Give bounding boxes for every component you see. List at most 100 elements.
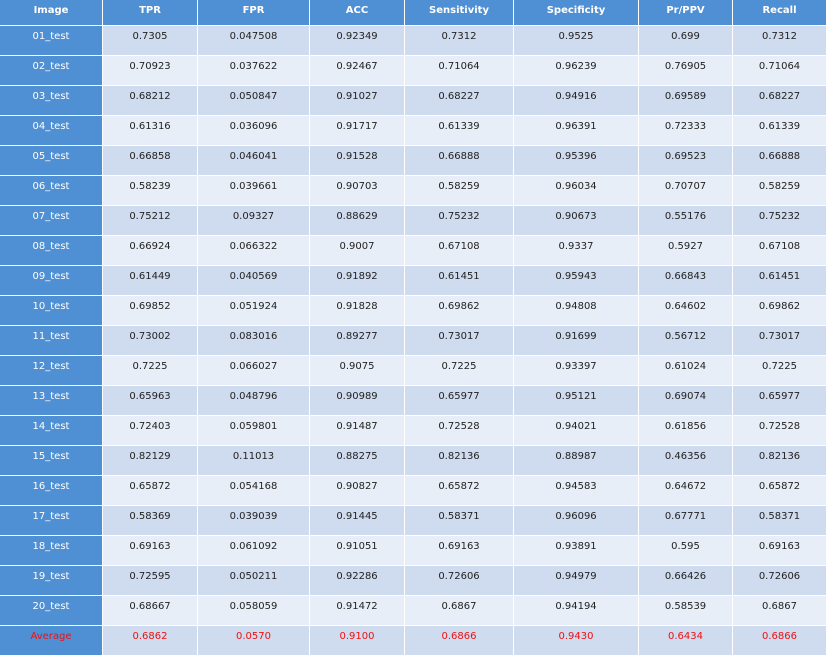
table-cell: 0.68667 [103,596,197,625]
table-cell: 0.94194 [514,596,638,625]
table-cell: 0.66843 [639,266,732,295]
average-cell: 0.0570 [198,626,309,655]
average-cell: 0.6866 [405,626,513,655]
table-cell: 0.69589 [639,86,732,115]
table-cell: 0.91487 [310,416,404,445]
table-cell: 0.67771 [639,506,732,535]
table-cell: 0.039039 [198,506,309,535]
table-cell: 0.058059 [198,596,309,625]
table-cell: 0.61024 [639,356,732,385]
table-cell: 0.90827 [310,476,404,505]
table-cell: 0.90673 [514,206,638,235]
table-cell: 0.066027 [198,356,309,385]
table-cell: 0.6867 [405,596,513,625]
table-cell: 0.69862 [405,296,513,325]
table-cell: 0.96391 [514,116,638,145]
table-cell: 0.93397 [514,356,638,385]
table-cell: 0.7312 [733,26,826,55]
row-label: 20_test [0,596,102,625]
table-cell: 0.73017 [733,326,826,355]
table-cell: 0.58371 [405,506,513,535]
table-cell: 0.64602 [639,296,732,325]
table-cell: 0.70923 [103,56,197,85]
header-cell: Sensitivity [405,0,513,25]
table-cell: 0.58239 [103,176,197,205]
row-label: 08_test [0,236,102,265]
table-cell: 0.91828 [310,296,404,325]
table-cell: 0.051924 [198,296,309,325]
table-cell: 0.58259 [405,176,513,205]
table-cell: 0.91027 [310,86,404,115]
row-label: 01_test [0,26,102,55]
table-cell: 0.7305 [103,26,197,55]
table-cell: 0.89277 [310,326,404,355]
table-cell: 0.61856 [639,416,732,445]
table-cell: 0.68227 [405,86,513,115]
table-cell: 0.94916 [514,86,638,115]
table-cell: 0.037622 [198,56,309,85]
table-cell: 0.68212 [103,86,197,115]
header-cell: Pr/PPV [639,0,732,25]
table-cell: 0.96239 [514,56,638,85]
table-cell: 0.7312 [405,26,513,55]
row-label: 19_test [0,566,102,595]
table-cell: 0.91528 [310,146,404,175]
table-cell: 0.61451 [405,266,513,295]
table-cell: 0.94021 [514,416,638,445]
table-cell: 0.91892 [310,266,404,295]
table-cell: 0.595 [639,536,732,565]
row-label: 09_test [0,266,102,295]
table-cell: 0.69074 [639,386,732,415]
table-cell: 0.66924 [103,236,197,265]
row-label: 04_test [0,116,102,145]
table-cell: 0.82136 [733,446,826,475]
row-label: 14_test [0,416,102,445]
header-cell: Image [0,0,102,25]
table-cell: 0.66888 [733,146,826,175]
average-cell: 0.9430 [514,626,638,655]
table-cell: 0.61339 [405,116,513,145]
table-cell: 0.69862 [733,296,826,325]
table-cell: 0.040569 [198,266,309,295]
table-cell: 0.65977 [733,386,826,415]
row-label: 12_test [0,356,102,385]
table-cell: 0.69852 [103,296,197,325]
table-cell: 0.91699 [514,326,638,355]
table-cell: 0.61451 [733,266,826,295]
table-cell: 0.039661 [198,176,309,205]
table-cell: 0.72403 [103,416,197,445]
table-cell: 0.94979 [514,566,638,595]
table-cell: 0.9525 [514,26,638,55]
table-cell: 0.58259 [733,176,826,205]
table-cell: 0.66426 [639,566,732,595]
average-cell: 0.9100 [310,626,404,655]
table-cell: 0.95943 [514,266,638,295]
table-cell: 0.69163 [103,536,197,565]
table-cell: 0.95396 [514,146,638,175]
table-cell: 0.7225 [405,356,513,385]
table-cell: 0.9007 [310,236,404,265]
table-cell: 0.93891 [514,536,638,565]
table-cell: 0.46356 [639,446,732,475]
table-cell: 0.64672 [639,476,732,505]
table-cell: 0.71064 [405,56,513,85]
header-cell: ACC [310,0,404,25]
row-label: 10_test [0,296,102,325]
table-cell: 0.048796 [198,386,309,415]
table-cell: 0.75212 [103,206,197,235]
table-cell: 0.91472 [310,596,404,625]
table-cell: 0.92286 [310,566,404,595]
row-label: 03_test [0,86,102,115]
table-cell: 0.67108 [733,236,826,265]
table-cell: 0.91445 [310,506,404,535]
table-cell: 0.56712 [639,326,732,355]
row-label: 15_test [0,446,102,475]
table-cell: 0.72606 [405,566,513,595]
row-label: 18_test [0,536,102,565]
table-cell: 0.95121 [514,386,638,415]
table-cell: 0.92467 [310,56,404,85]
table-cell: 0.90989 [310,386,404,415]
table-cell: 0.96096 [514,506,638,535]
table-cell: 0.94583 [514,476,638,505]
